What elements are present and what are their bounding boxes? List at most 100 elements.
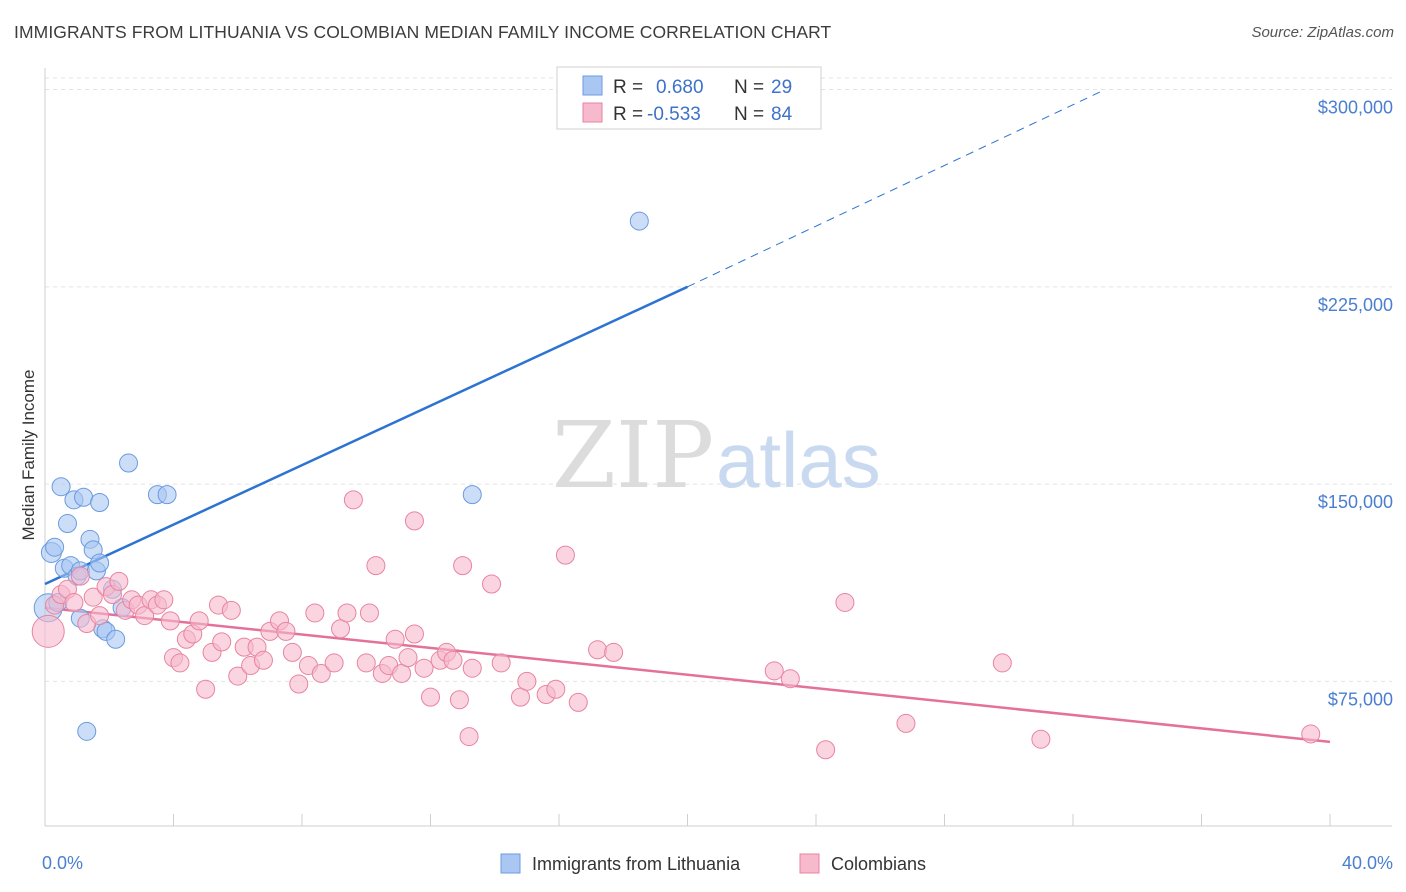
series-legend-label-colombians: Colombians [831,854,926,874]
point-lithuania [157,485,177,505]
legend-r-value-1: 0.680 [656,77,704,98]
point-colombians [555,545,575,565]
point-colombians [414,658,434,678]
y-axis-label: Median Family Income [19,369,38,540]
point-colombians [90,606,110,626]
point-lithuania [74,487,94,507]
point-colombians [64,592,84,612]
point-lithuania [90,553,110,573]
point-colombians [282,642,302,662]
point-colombians [289,674,309,694]
stats-legend: R = 0.680 N = 29 R = -0.533 N = 84 [556,66,822,130]
legend-n-value-2: 84 [771,104,793,125]
point-colombians [835,592,855,612]
point-colombians [276,621,296,641]
watermark: ZIP atlas [552,402,881,509]
point-colombians [311,663,331,683]
point-colombians [31,614,65,648]
legend-r-label-2: R = [613,104,643,125]
chart-title: IMMIGRANTS FROM LITHUANIA VS COLOMBIAN M… [14,22,832,42]
point-lithuania [462,485,482,505]
point-colombians [228,666,248,686]
legend-n-label-1: N = [734,77,764,98]
x-tick-label: 0.0% [42,853,83,873]
point-colombians [517,671,537,691]
series-legend: Immigrants from Lithuania Colombians [500,853,926,874]
point-colombians [170,653,190,673]
point-colombians [324,653,344,673]
point-colombians [443,650,463,670]
legend-n-label-2: N = [734,104,764,125]
point-colombians [421,687,440,707]
point-colombians [764,661,784,681]
legend-r-label-1: R = [613,77,643,98]
y-tick-labels: $75,000 $150,000 $225,000 $300,000 [1318,98,1393,710]
point-colombians [109,571,129,591]
point-colombians [896,713,916,733]
trend-line-colombians [44,606,1331,744]
legend-swatch-lithuania [582,75,603,96]
point-colombians [1031,729,1051,749]
point-colombians [398,648,418,668]
point-colombians [70,566,90,586]
y-tick-label: $75,000 [1328,689,1393,709]
series-legend-label-lithuania: Immigrants from Lithuania [532,854,741,874]
y-tick-label: $225,000 [1318,295,1393,315]
watermark-atlas: atlas [716,416,881,504]
chart-source: Source: ZipAtlas.com [1251,24,1394,41]
point-colombians [221,600,241,620]
point-colombians [404,624,424,644]
point-colombians [462,658,482,678]
trend-line-lithuania [44,285,689,586]
point-colombians [356,653,376,673]
point-colombians [1301,724,1321,744]
y-tick-label: $150,000 [1318,492,1393,512]
point-colombians [449,690,469,710]
point-colombians [212,632,232,652]
point-lithuania [629,211,649,231]
point-colombians [83,587,103,607]
point-colombians [459,727,479,747]
series-legend-swatch-colombians [799,853,820,874]
y-tick-label: $300,000 [1318,98,1393,118]
point-lithuania [119,453,139,473]
point-colombians [160,611,180,631]
point-lithuania [57,514,77,534]
point-colombians [588,640,608,660]
point-colombians [453,556,473,576]
point-colombians [359,603,379,623]
legend-swatch-colombians [582,102,603,123]
point-colombians [337,603,357,623]
point-colombians [992,653,1012,673]
point-colombians [189,611,209,631]
point-colombians [568,692,588,712]
trend-line-extension [687,89,1106,288]
point-colombians [385,629,405,649]
trend-lines [44,89,1331,744]
point-colombians [604,642,624,662]
legend-n-value-1: 29 [771,77,792,98]
point-colombians [343,490,363,510]
point-colombians [253,650,273,670]
point-colombians [780,669,800,689]
point-lithuania [90,492,110,512]
data-points [31,211,1321,760]
legend-r-value-2: -0.533 [647,104,701,125]
axes [44,68,1392,827]
point-lithuania [45,537,65,557]
watermark-zip: ZIP [552,402,714,509]
point-lithuania [51,477,71,497]
point-colombians [154,590,174,610]
grid-lines [45,77,1392,682]
series-legend-swatch-lithuania [500,853,521,874]
point-colombians [366,556,386,576]
point-colombians [404,511,424,531]
point-lithuania [106,629,126,649]
point-colombians [491,653,511,673]
point-lithuania [77,721,97,741]
point-colombians [196,679,216,699]
x-tick-label: 40.0% [1342,853,1393,873]
x-tick-labels: 0.0% 40.0% [42,853,1393,873]
point-colombians [546,679,566,699]
